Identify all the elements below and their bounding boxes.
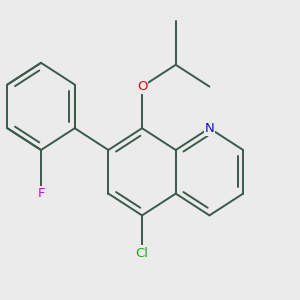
Text: N: N (205, 122, 214, 135)
Text: O: O (137, 80, 147, 93)
Text: Cl: Cl (136, 247, 148, 260)
Text: F: F (37, 187, 45, 200)
